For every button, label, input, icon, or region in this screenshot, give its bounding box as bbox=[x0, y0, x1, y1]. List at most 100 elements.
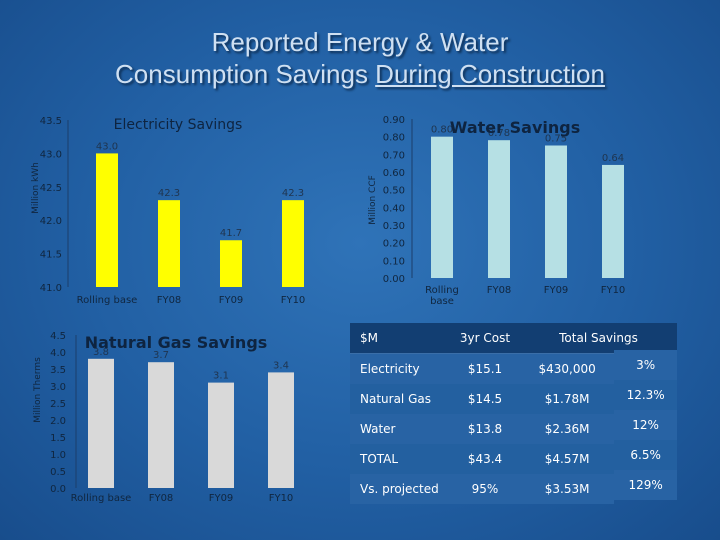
electricity-y-tick-label: 41.0 bbox=[40, 283, 62, 294]
water-data-label: 0.64 bbox=[602, 153, 624, 164]
gas-y-tick-label: 2.5 bbox=[50, 399, 66, 410]
gas-bar bbox=[208, 382, 234, 488]
table-row: Electricity $15.1 $430,000 3% bbox=[350, 349, 677, 384]
water-y-tick-label: 0.30 bbox=[383, 221, 405, 232]
electricity-y-tick-label: 41.5 bbox=[40, 250, 62, 261]
table-row: Vs. projected 95% $3.53M 129% bbox=[350, 470, 677, 504]
water-y-tick-label: 0.70 bbox=[383, 150, 405, 161]
table-cell: 3% bbox=[614, 349, 677, 380]
table-cell: $4.57M bbox=[520, 444, 615, 474]
slide-title-line-1: Reported Energy & Water bbox=[211, 27, 509, 57]
gas-data-label: 3.4 bbox=[273, 360, 289, 371]
table-cell: $43.4 bbox=[450, 444, 520, 474]
gas-bar bbox=[268, 372, 294, 488]
gas-y-axis-label: Million Therms bbox=[33, 357, 43, 423]
water-y-tick-label: 0.10 bbox=[383, 256, 405, 267]
table-cell: Vs. projected bbox=[350, 474, 450, 504]
table-cell: $13.8 bbox=[450, 414, 520, 444]
electricity-data-label: 41.7 bbox=[220, 228, 242, 239]
table-header-cell: $M bbox=[350, 323, 450, 354]
gas-y-tick-label: 3.5 bbox=[50, 365, 66, 376]
gas-y-tick-label: 0.0 bbox=[50, 484, 66, 495]
table-header-cell: Total Savings bbox=[520, 323, 677, 354]
electricity-y-tick-label: 43.0 bbox=[40, 149, 62, 160]
water-y-tick-label: 0.80 bbox=[383, 133, 405, 144]
water-category-label: FY09 bbox=[544, 285, 569, 296]
water-chart-title: Water Savings bbox=[450, 118, 580, 137]
table-cell: 129% bbox=[614, 470, 677, 500]
table-cell: 12.3% bbox=[614, 380, 677, 410]
electricity-data-label: 42.3 bbox=[282, 188, 304, 199]
table-cell: 12% bbox=[614, 410, 677, 440]
table-row: Natural Gas $14.5 $1.78M 12.3% bbox=[350, 380, 677, 414]
table-header-row: $M 3yr Cost Total Savings bbox=[350, 323, 677, 354]
table-cell: $430,000 bbox=[520, 353, 615, 384]
electricity-category-label: FY09 bbox=[219, 295, 244, 306]
gas-category-label: FY10 bbox=[269, 493, 294, 504]
water-y-axis-label: Million CCF bbox=[368, 175, 378, 225]
gas-y-tick-label: 4.0 bbox=[50, 348, 66, 359]
table-cell: $15.1 bbox=[450, 353, 520, 384]
electricity-bar bbox=[282, 200, 304, 287]
electricity-category-label: FY10 bbox=[281, 295, 306, 306]
table-cell: $2.36M bbox=[520, 414, 615, 444]
water-category-label: base bbox=[430, 296, 454, 307]
water-y-tick-label: 0.40 bbox=[383, 203, 405, 214]
table-row: TOTAL $43.4 $4.57M 6.5% bbox=[350, 440, 677, 474]
gas-bar bbox=[88, 358, 114, 488]
gas-bar bbox=[148, 362, 174, 488]
title-prefix: Consumption Savings bbox=[115, 59, 376, 89]
water-data-label: 0.78 bbox=[488, 128, 510, 139]
savings-table: $M 3yr Cost Total Savings Electricity $1… bbox=[350, 323, 677, 504]
water-category-label: FY10 bbox=[601, 285, 626, 296]
gas-y-tick-label: 0.5 bbox=[50, 467, 66, 478]
water-y-tick-label: 0.00 bbox=[383, 274, 405, 285]
electricity-y-tick-label: 43.5 bbox=[40, 116, 62, 127]
water-category-label: FY08 bbox=[487, 285, 512, 296]
electricity-chart-title: Electricity Savings bbox=[114, 117, 243, 133]
water-bar bbox=[431, 136, 453, 278]
gas-category-label: Rolling base bbox=[71, 493, 132, 504]
gas-data-label: 3.7 bbox=[153, 350, 169, 361]
water-data-label: 0.80 bbox=[431, 125, 453, 136]
electricity-category-label: Rolling base bbox=[77, 295, 138, 306]
table-cell: $14.5 bbox=[450, 384, 520, 414]
table-cell: TOTAL bbox=[350, 444, 450, 474]
gas-y-tick-label: 1.0 bbox=[50, 450, 66, 461]
water-y-tick-label: 0.20 bbox=[383, 239, 405, 250]
electricity-data-label: 43.0 bbox=[96, 141, 118, 152]
water-bar bbox=[602, 164, 624, 278]
gas-y-tick-label: 2.0 bbox=[50, 416, 66, 427]
electricity-y-axis-label: Million kWh bbox=[31, 162, 41, 214]
electricity-bar bbox=[96, 153, 118, 287]
water-bar bbox=[545, 145, 567, 278]
electricity-bar bbox=[158, 200, 180, 287]
table-cell: $3.53M bbox=[520, 474, 615, 504]
gas-data-label: 3.8 bbox=[93, 347, 109, 358]
gas-y-tick-label: 4.5 bbox=[50, 331, 66, 342]
gas-category-label: FY08 bbox=[149, 493, 174, 504]
electricity-category-label: FY08 bbox=[157, 295, 182, 306]
electricity-data-label: 42.3 bbox=[158, 188, 180, 199]
water-y-tick-label: 0.60 bbox=[383, 168, 405, 179]
gas-category-label: FY09 bbox=[209, 493, 234, 504]
table-cell: 95% bbox=[450, 474, 520, 504]
gas-data-label: 3.1 bbox=[213, 371, 229, 382]
gas-chart-title: Natural Gas Savings bbox=[85, 333, 268, 352]
water-y-tick-label: 0.90 bbox=[383, 115, 405, 126]
electricity-y-tick-label: 42.0 bbox=[40, 216, 62, 227]
table-cell: Electricity bbox=[350, 353, 450, 384]
gas-y-tick-label: 1.5 bbox=[50, 433, 66, 444]
table-row: Water $13.8 $2.36M 12% bbox=[350, 410, 677, 444]
slide-title-line-2: Consumption Savings During Construction bbox=[0, 58, 720, 90]
table-cell: 6.5% bbox=[614, 440, 677, 470]
table-cell: $1.78M bbox=[520, 384, 615, 414]
water-bar bbox=[488, 140, 510, 278]
electricity-y-tick-label: 42.5 bbox=[40, 183, 62, 194]
water-data-label: 0.75 bbox=[545, 134, 567, 145]
water-y-tick-label: 0.50 bbox=[383, 186, 405, 197]
gas-y-tick-label: 3.0 bbox=[50, 382, 66, 393]
water-category-label: Rolling bbox=[425, 285, 459, 296]
title-underlined: During Construction bbox=[375, 59, 605, 89]
